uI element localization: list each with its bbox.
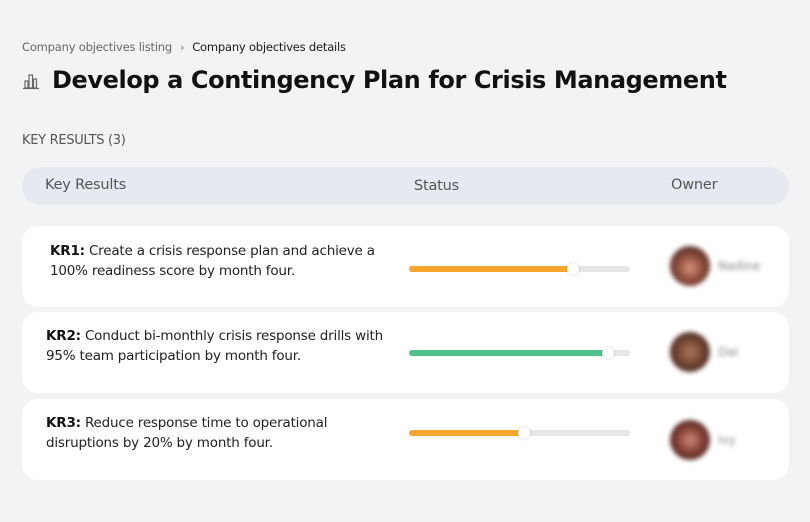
avatar [670,420,710,460]
breadcrumb-objectives-listing[interactable]: Company objectives listing [22,40,172,54]
owner-name: Nadine [718,259,761,273]
progress-fill [409,350,608,356]
owner-name: Dai [718,345,738,359]
owner[interactable]: Ivy [670,420,736,460]
avatar [670,246,710,286]
progress-thumb [517,427,530,439]
key-result-code: KR3: [46,415,81,431]
progress-thumb [566,263,579,275]
key-result-code: KR2: [46,328,81,344]
breadcrumb: Company objectives listing › Company obj… [22,40,346,54]
key-result-text: Reduce response time to operational disr… [46,415,328,451]
building-chart-icon [22,70,42,90]
table-header: Key Results Status Owner [22,167,789,205]
progress-bar [409,263,630,275]
key-result-description: KR3: Reduce response time to operational… [46,413,386,453]
page-header: Develop a Contingency Plan for Crisis Ma… [22,66,727,94]
breadcrumb-objectives-details: Company objectives details [192,40,346,54]
key-result-row-1[interactable]: KR1: Create a crisis response plan and a… [22,226,789,307]
page-title: Develop a Contingency Plan for Crisis Ma… [52,66,727,94]
progress-bar [409,347,630,359]
key-result-description: KR1: Create a crisis response plan and a… [50,241,390,281]
chevron-right-icon: › [180,40,185,54]
key-results-count-label: KEY RESULTS (3) [22,133,126,148]
column-header-owner: Owner [671,177,718,193]
progress-fill [409,266,573,272]
progress-fill [409,430,524,436]
owner-name: Ivy [718,433,736,447]
key-result-text: Conduct bi-monthly crisis response drill… [46,328,383,364]
avatar [670,332,710,372]
key-result-description: KR2: Conduct bi-monthly crisis response … [46,326,386,366]
owner[interactable]: Dai [670,332,738,372]
owner[interactable]: Nadine [670,246,760,286]
progress-thumb [601,347,614,359]
key-result-row-3[interactable]: KR3: Reduce response time to operational… [22,399,789,480]
column-header-status: Status [414,178,460,194]
key-result-code: KR1: [50,243,85,259]
key-result-row-2[interactable]: KR2: Conduct bi-monthly crisis response … [22,312,789,393]
key-result-text: Create a crisis response plan and achiev… [50,243,375,279]
progress-bar [409,427,630,439]
column-header-key-results: Key Results [45,177,127,193]
